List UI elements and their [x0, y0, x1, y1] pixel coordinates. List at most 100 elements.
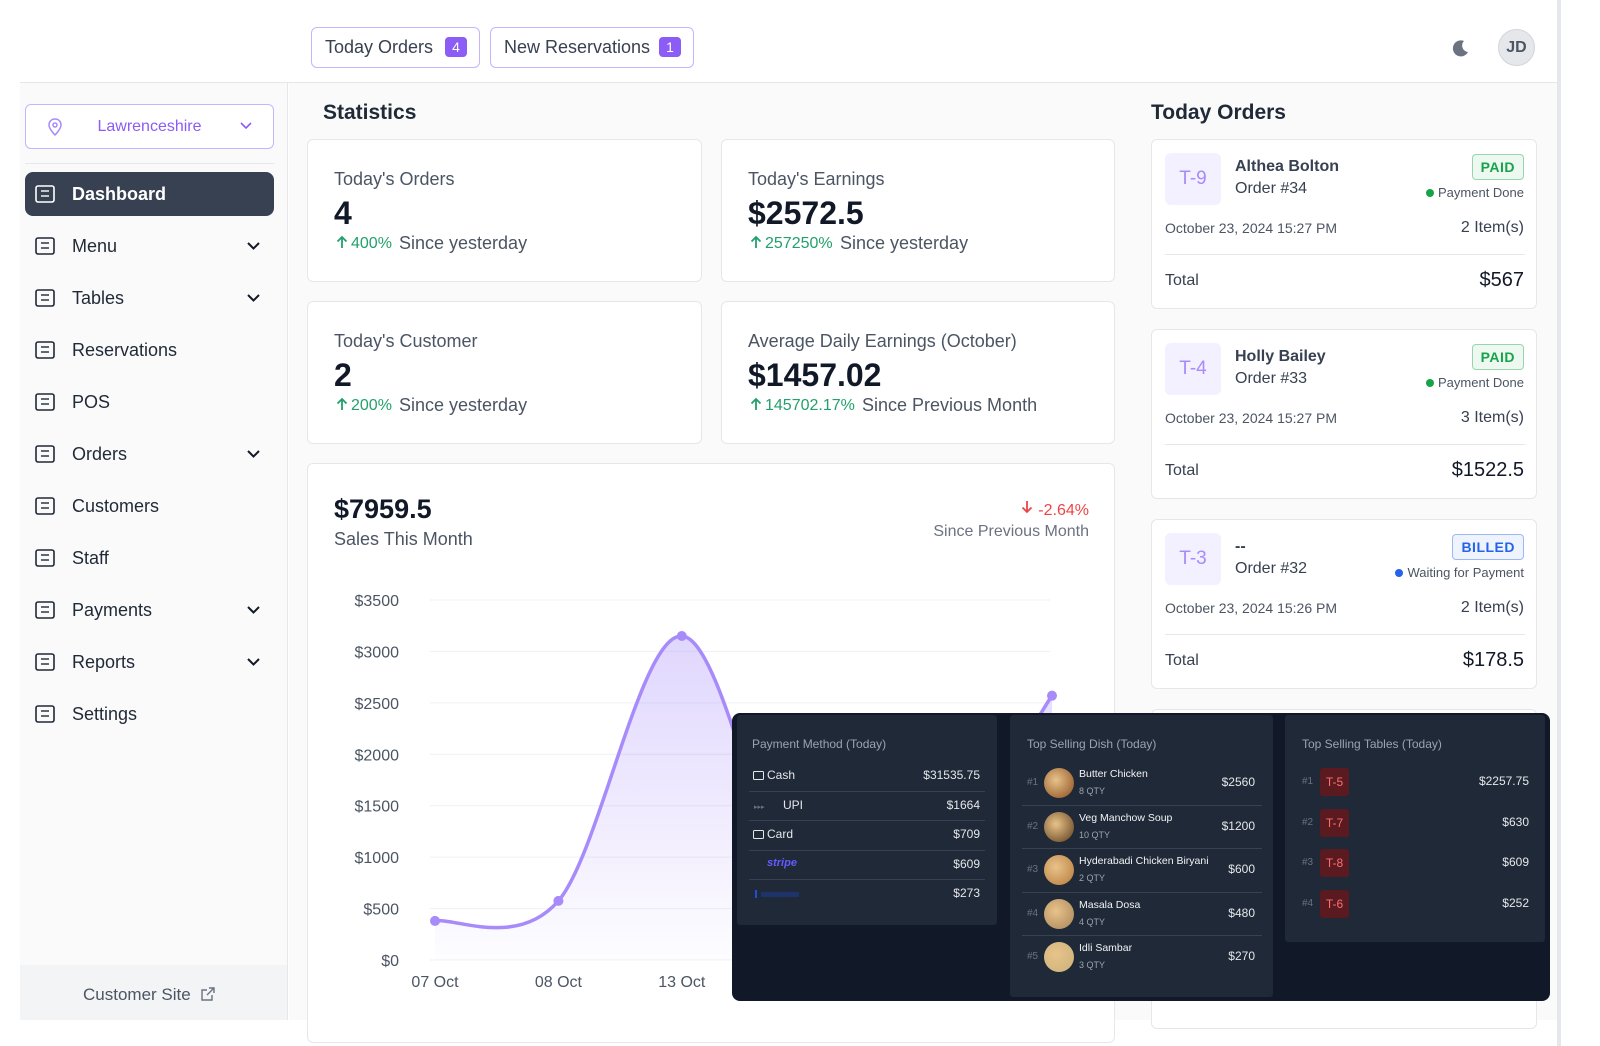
nav-label: Tables	[72, 288, 125, 308]
nav-item[interactable]: Payments	[25, 588, 274, 632]
rank: #4	[1027, 907, 1039, 919]
user-avatar[interactable]: JD	[1498, 29, 1535, 66]
row-divider	[1022, 848, 1262, 849]
chevron	[240, 122, 252, 130]
x-tick-label: 07 Oct	[411, 974, 459, 991]
y-tick-label: $3500	[355, 593, 400, 610]
dishes-panel: Top Selling Dish (Today) #1 Butter Chicken…	[1010, 715, 1273, 997]
item-count: 2 Item(s)	[1460, 599, 1524, 616]
nav-label: Reservations	[72, 340, 178, 360]
stat-value: $1457.02	[748, 357, 882, 393]
status-badge: PAID	[1471, 344, 1524, 370]
dish-qty: 10 QTY	[1079, 829, 1111, 840]
stat-change: 200%	[351, 397, 392, 414]
nav-label: Dashboard	[72, 184, 167, 204]
table-amount: $609	[1502, 855, 1529, 870]
dish-image	[1044, 942, 1074, 972]
nav-label: POS	[72, 392, 111, 412]
payment-method: Card	[767, 827, 794, 841]
x-tick-label: 13 Oct	[658, 974, 706, 991]
nav-item[interactable]: Reports	[25, 640, 274, 684]
nav-label: Settings	[72, 704, 138, 724]
status-badge: PAID	[1471, 154, 1524, 180]
stat-label: Average Daily Earnings (October)	[748, 331, 1017, 351]
nav-item[interactable]: Reservations	[25, 328, 274, 372]
data-point	[430, 915, 440, 926]
nav-item[interactable]: Orders	[25, 432, 274, 476]
tab-count: 1	[659, 37, 681, 57]
nav-item[interactable]: POS	[25, 380, 274, 424]
location-select[interactable]: Lawrenceshire	[25, 104, 274, 149]
chevron	[247, 242, 260, 250]
order-date: October 23, 2024 15:27 PM	[1165, 220, 1337, 236]
scrollbar	[1557, 0, 1561, 1046]
method-logo	[755, 890, 799, 898]
header-tab[interactable]: Today Orders 4	[311, 27, 480, 68]
row-divider	[749, 849, 985, 851]
nav-item[interactable]: Settings	[25, 692, 274, 736]
method-icon	[753, 771, 764, 780]
order-total: $1522.5	[1451, 459, 1524, 481]
status-note: Payment Done	[1438, 375, 1524, 390]
stat-label: Today's Customer	[334, 331, 478, 351]
payment-method: UPI	[783, 797, 804, 812]
customer-name: Althea Bolton	[1235, 158, 1339, 175]
chevron	[247, 658, 260, 666]
order-total: $567	[1479, 269, 1525, 291]
trend-arrow	[750, 397, 762, 410]
rank: #2	[1302, 816, 1314, 828]
nav-item[interactable]: Menu	[25, 224, 274, 268]
data-point	[676, 631, 687, 641]
status-dot	[1395, 569, 1403, 577]
stat-card: Today's Customer 2 200% Since yesterday	[307, 301, 702, 444]
chevron	[247, 450, 260, 458]
order-card[interactable]: T-4 Holly Bailey Order #33 PAID Payment Done…	[1151, 329, 1537, 499]
order-date: October 23, 2024 15:27 PM	[1165, 410, 1337, 426]
tab-label: Today Orders	[325, 37, 434, 57]
nav-item[interactable]: Customers	[25, 484, 274, 528]
nav-icon	[35, 341, 55, 359]
table-badge: T-5	[1320, 768, 1349, 796]
order-number: Order #33	[1235, 370, 1308, 387]
trend-arrow	[336, 397, 348, 410]
sales-change: -2.64%	[1038, 502, 1089, 519]
trend-arrow	[1021, 501, 1033, 514]
stat-value: $2572.5	[748, 195, 864, 231]
theme-toggle[interactable]	[1450, 38, 1470, 58]
data-point	[553, 895, 564, 906]
nav-item[interactable]: Dashboard	[25, 172, 274, 216]
header-tab[interactable]: New Reservations 1	[490, 27, 694, 68]
trend-arrow	[336, 235, 348, 248]
total-label: Total	[1165, 462, 1199, 479]
customer-site-link[interactable]: Customer Site	[83, 985, 191, 1004]
dish-amount: $2560	[1221, 775, 1255, 789]
payment-amount: $273	[953, 886, 980, 900]
pin-icon	[48, 118, 62, 137]
tab-count: 4	[445, 37, 467, 57]
x-tick-label: 08 Oct	[535, 974, 583, 991]
summary-overlay: Payment Method (Today) Cash $31535.75 ▸▸▸ UP…	[732, 713, 1550, 1001]
rank: #3	[1302, 857, 1314, 869]
status-badge: BILLED	[1452, 534, 1524, 560]
payment-amount: $1664	[946, 797, 980, 812]
dish-amount: $600	[1228, 862, 1255, 876]
nav-label: Staff	[72, 548, 109, 568]
nav-icon	[35, 705, 55, 723]
dish-amount: $270	[1228, 949, 1255, 963]
status-dot	[1426, 189, 1434, 197]
nav-item[interactable]: Staff	[25, 536, 274, 580]
order-card[interactable]: T-3 -- Order #32 BILLED Waiting for Payment O…	[1151, 519, 1537, 689]
dish-name: Veg Manchow Soup	[1079, 811, 1173, 824]
nav-label: Payments	[72, 600, 153, 620]
y-tick-label: $0	[381, 953, 399, 970]
nav-icon	[35, 601, 55, 619]
y-tick-label: $2000	[355, 747, 400, 764]
header-border	[20, 82, 1558, 83]
row-divider	[749, 790, 985, 792]
nav-item[interactable]: Tables	[25, 276, 274, 320]
stat-change: 400%	[351, 235, 392, 252]
row-divider	[1022, 935, 1262, 936]
dish-image	[1044, 811, 1074, 842]
order-card[interactable]: T-9 Althea Bolton Order #34 PAID Payment Don…	[1151, 139, 1537, 309]
